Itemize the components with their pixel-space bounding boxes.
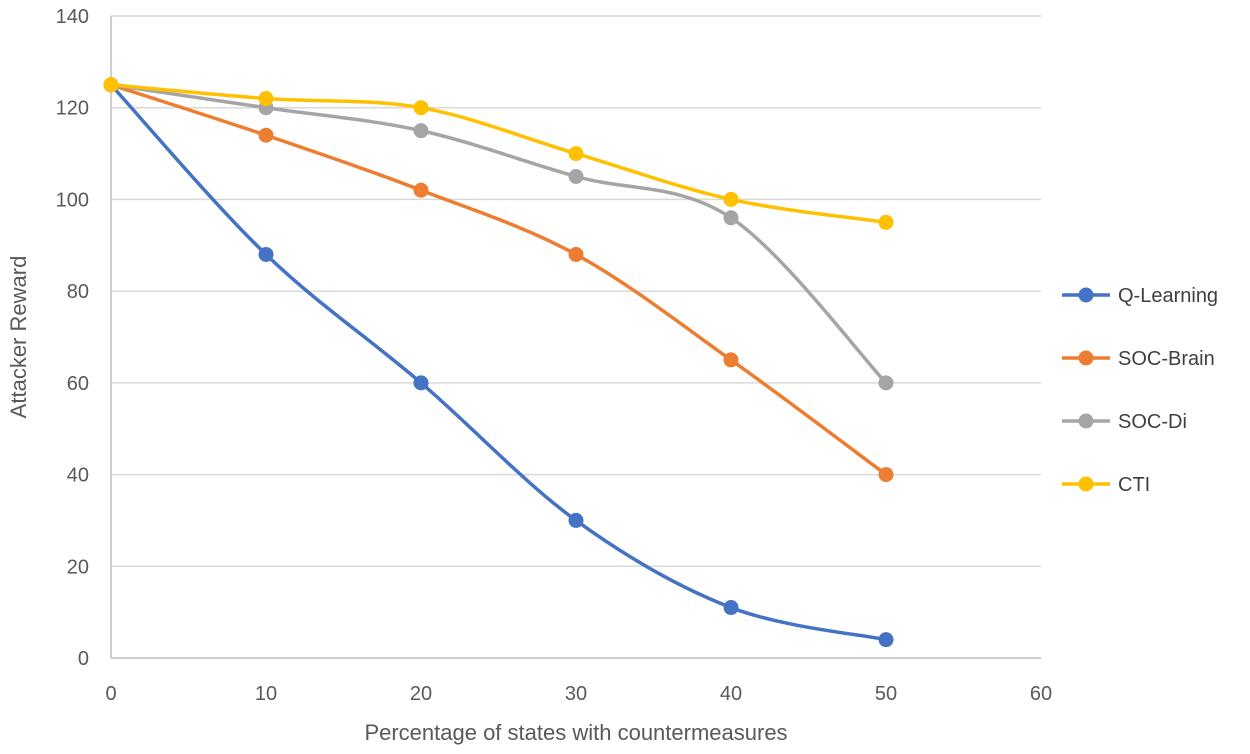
y-tick-label: 120 xyxy=(56,98,89,120)
data-point-cti xyxy=(723,191,739,207)
x-tick-label: 40 xyxy=(720,683,742,705)
data-point-cti xyxy=(568,146,584,162)
y-tick-label: 40 xyxy=(67,465,89,487)
data-point-soc-brain xyxy=(568,246,584,262)
legend-label-soc-di: SOC-Di xyxy=(1118,411,1187,433)
data-point-soc-brain xyxy=(878,467,894,483)
data-point-q-learning xyxy=(258,246,274,262)
series-line-soc-di xyxy=(109,83,888,385)
data-point-soc-di xyxy=(413,123,429,139)
data-points xyxy=(103,77,894,648)
legend-marker-q-learning xyxy=(1078,287,1094,303)
x-tick-label: 0 xyxy=(105,683,116,705)
data-point-cti xyxy=(258,91,274,107)
data-point-soc-brain xyxy=(258,127,274,143)
data-point-q-learning xyxy=(568,512,584,528)
legend-marker-soc-brain xyxy=(1078,350,1094,366)
data-point-soc-di xyxy=(878,375,894,391)
x-tick-label: 20 xyxy=(410,683,432,705)
legend-label-cti: CTI xyxy=(1118,474,1150,496)
legend-marker-soc-di xyxy=(1078,413,1094,429)
legend-label-q-learning: Q-Learning xyxy=(1118,285,1218,307)
data-point-q-learning xyxy=(413,375,429,391)
series-line-cti xyxy=(109,83,888,225)
legend: Q-Learning SOC-Brain SOC-Di CTI xyxy=(1062,285,1218,496)
x-tick-label: 30 xyxy=(565,683,587,705)
data-point-cti xyxy=(878,214,894,230)
x-tick-label: 60 xyxy=(1030,683,1052,705)
data-point-q-learning xyxy=(878,632,894,648)
x-axis-title: Percentage of states with countermeasure… xyxy=(364,720,787,745)
y-tick-label: 100 xyxy=(56,189,89,211)
data-point-soc-brain xyxy=(413,182,429,198)
y-tick-label: 0 xyxy=(78,648,89,670)
y-tick-label: 20 xyxy=(67,556,89,578)
x-tick-label: 50 xyxy=(875,683,897,705)
data-point-cti xyxy=(413,100,429,116)
y-tick-label: 60 xyxy=(67,373,89,395)
series-line-soc-brain xyxy=(109,83,888,477)
x-tick-label: 10 xyxy=(255,683,277,705)
y-tick-label: 80 xyxy=(67,281,89,303)
legend-marker-cti xyxy=(1078,476,1094,492)
data-point-soc-di xyxy=(723,210,739,226)
series-lines xyxy=(109,83,888,642)
data-point-cti xyxy=(103,77,119,93)
y-axis-title: Attacker Reward xyxy=(6,256,31,419)
y-tick-label: 140 xyxy=(56,6,89,28)
series-line-q-learning xyxy=(109,83,888,642)
legend-label-soc-brain: SOC-Brain xyxy=(1118,348,1215,370)
data-point-soc-di xyxy=(568,169,584,184)
data-point-soc-brain xyxy=(723,352,739,368)
data-point-q-learning xyxy=(723,600,739,616)
axes: 0 20 40 60 80 100 120 140 0 10 20 30 40 50 60 xyxy=(56,6,1053,705)
